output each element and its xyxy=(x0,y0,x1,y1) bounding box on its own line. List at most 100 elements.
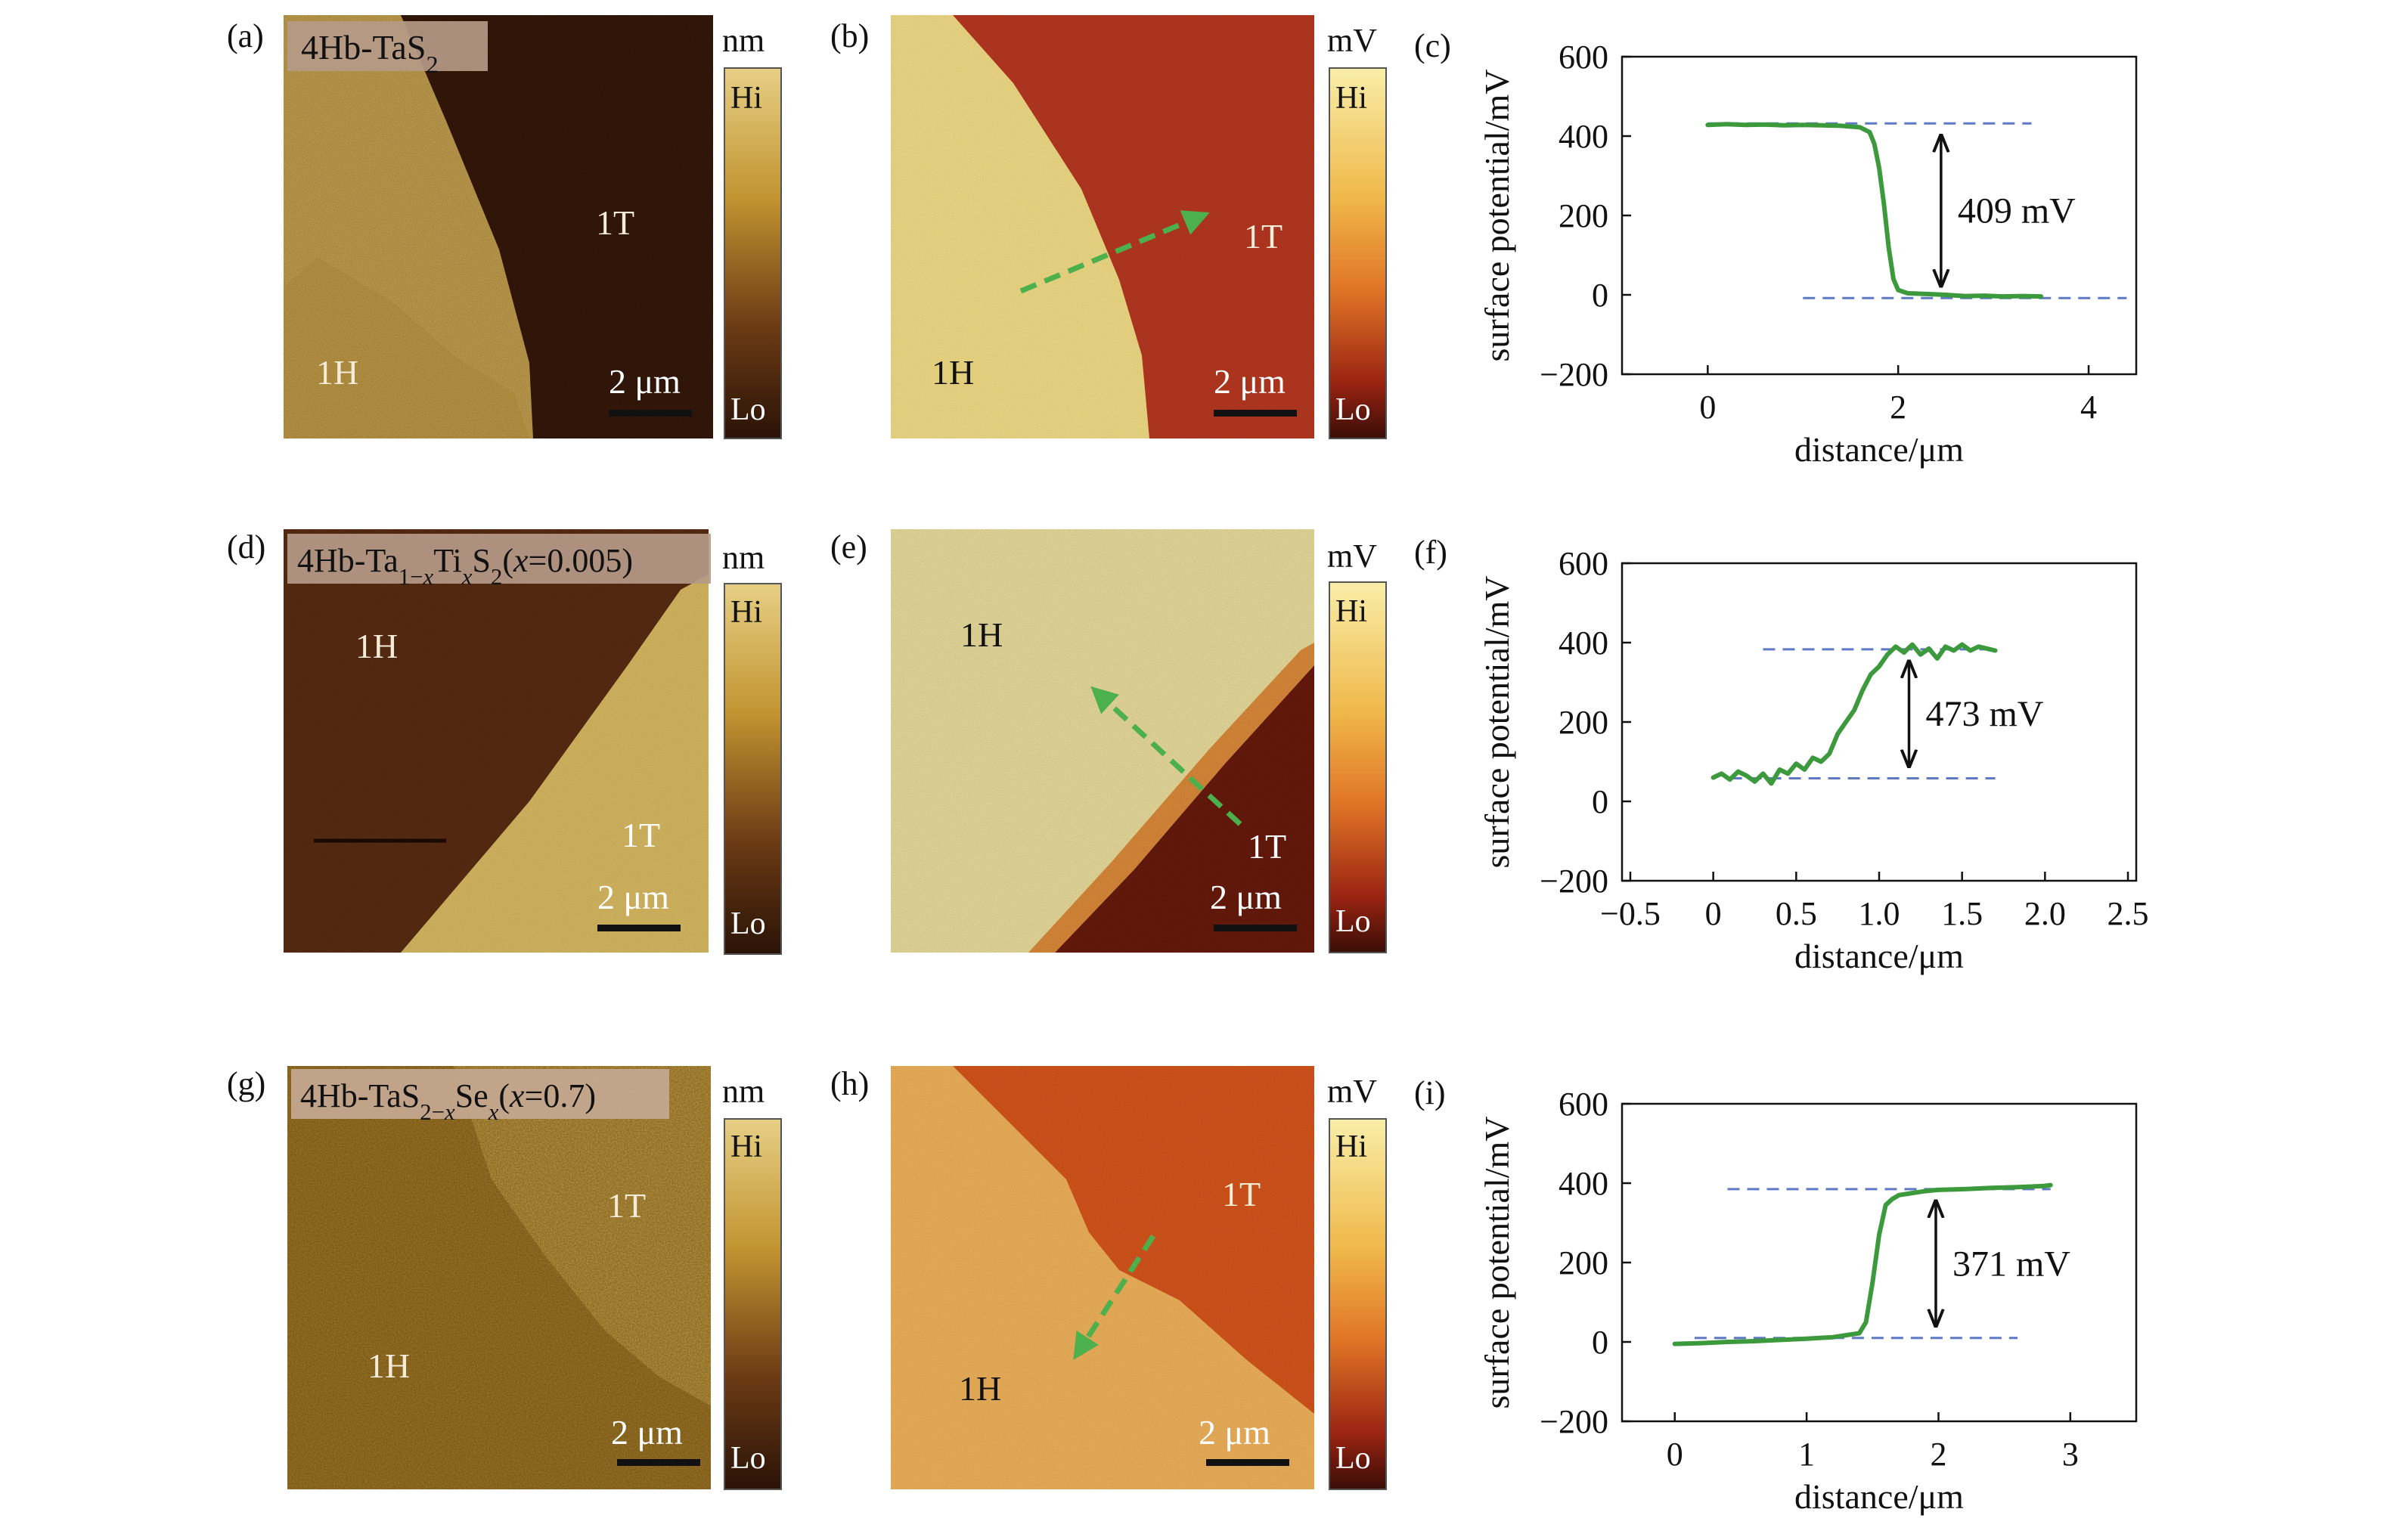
x-tick-label: 0.5 xyxy=(1776,895,1817,932)
scale-bar xyxy=(609,410,692,417)
colorbar-lo: Lo xyxy=(730,906,766,941)
scale-bar xyxy=(1214,925,1297,931)
y-tick-label: 600 xyxy=(1559,39,1608,76)
panel-b-kpfm: (b) 1T 1H 2 μm xyxy=(830,15,1314,438)
colorbar-lo: Lo xyxy=(730,1441,766,1476)
region-label-1H: 1H xyxy=(368,1346,410,1385)
colorbar-unit: mV xyxy=(1327,538,1377,575)
y-tick-label: 0 xyxy=(1592,277,1608,314)
colorbar-unit: mV xyxy=(1327,22,1377,59)
scan-direction-arrow xyxy=(1090,686,1242,826)
x-tick-label: −0.5 xyxy=(1600,895,1661,932)
colorbar-b: mV Hi Lo xyxy=(1327,22,1387,439)
panel-letter: (f) xyxy=(1414,534,1447,571)
panel-a-topography: (a) 4Hb-TaS2 1T 1H 2 μm xyxy=(227,15,713,438)
region-label-1T: 1T xyxy=(1244,217,1282,256)
x-tick-label: 0 xyxy=(1667,1436,1683,1473)
panel-letter-e: (e) xyxy=(830,528,867,565)
x-axis-label: distance/μm xyxy=(1794,1477,1964,1516)
colorbar-unit: nm xyxy=(722,1073,765,1110)
y-tick-label: −200 xyxy=(1540,1403,1608,1440)
region-label-1T: 1T xyxy=(607,1186,646,1225)
y-tick-label: 600 xyxy=(1559,1086,1608,1123)
colorbar-h: mV Hi Lo xyxy=(1327,1073,1387,1490)
y-axis-label: surface potential/mV xyxy=(1478,575,1516,868)
panel-letter-a: (a) xyxy=(227,17,264,54)
colorbar-hi: Hi xyxy=(1335,1129,1367,1164)
colorbar-d: nm Hi Lo xyxy=(722,539,782,955)
panel-letter-d: (d) xyxy=(227,528,265,565)
y-tick-label: 400 xyxy=(1559,1165,1608,1202)
panel-letter-b: (b) xyxy=(830,17,869,54)
x-tick-label: 1.0 xyxy=(1859,895,1900,932)
colorbar-hi: Hi xyxy=(1335,81,1367,116)
y-tick-label: 0 xyxy=(1592,783,1608,820)
y-tick-label: 200 xyxy=(1559,197,1608,234)
series-line xyxy=(1711,642,1998,786)
x-tick-label: 2 xyxy=(1890,389,1906,426)
colorbar-lo: Lo xyxy=(1335,392,1371,427)
scale-bar-label: 2 μm xyxy=(609,362,681,401)
colorbar-hi: Hi xyxy=(1335,594,1367,629)
plot-frame xyxy=(1621,562,2138,882)
region-label-1T: 1T xyxy=(1248,827,1286,866)
y-tick-label: 600 xyxy=(1559,545,1608,582)
region-label-1H: 1H xyxy=(959,1369,1001,1408)
panel-e-kpfm: (e) 1H 1T 2 μm xyxy=(830,528,1314,953)
scale-bar xyxy=(617,1459,700,1466)
x-tick-label: 2 xyxy=(1930,1436,1946,1473)
chart-f-surface-potential: (f) −200 0 200 400 600 −0.5 0 0.5 1.0 1.5 2.0 2.5 dis… xyxy=(1414,534,2149,975)
scan-direction-arrow xyxy=(1073,1235,1155,1360)
colorbar-lo: Lo xyxy=(1335,904,1371,939)
colorbar-lo: Lo xyxy=(1335,1441,1371,1476)
panel-g-topography: (g) 4Hb-TaS2−xSex(x=0.7) 1T 1H 2 μm xyxy=(227,1065,711,1489)
colorbar-g: nm Hi Lo xyxy=(722,1073,782,1490)
x-tick-label: 0 xyxy=(1705,895,1722,932)
colorbar-hi: Hi xyxy=(730,1129,762,1164)
scale-bar-label: 2 μm xyxy=(597,878,669,916)
y-tick-label: 400 xyxy=(1559,624,1608,662)
colorbar-unit: nm xyxy=(722,22,765,59)
y-tick-label: 400 xyxy=(1559,118,1608,155)
y-tick-label: 200 xyxy=(1559,1244,1608,1281)
difference-label: 409 mV xyxy=(1958,191,2076,231)
x-tick-label: 2.0 xyxy=(2024,895,2066,932)
chart-i-surface-potential: (i) −200 0 200 400 600 0 1 2 3 distance/μm surface … xyxy=(1414,1074,2138,1516)
scan-direction-arrow xyxy=(1019,210,1210,294)
series-line xyxy=(1705,122,2044,299)
y-tick-label: −200 xyxy=(1540,356,1608,393)
x-tick-label: 3 xyxy=(2062,1436,2079,1473)
y-tick-label: 200 xyxy=(1559,704,1608,741)
colorbar-a: nm Hi Lo xyxy=(722,22,782,439)
x-axis-label: distance/μm xyxy=(1794,937,1964,975)
region-label-1H: 1H xyxy=(316,353,358,392)
region-label-1T: 1T xyxy=(1222,1175,1261,1213)
x-axis-label: distance/μm xyxy=(1794,430,1964,469)
colorbar-hi: Hi xyxy=(730,595,762,630)
chart-c-surface-potential: (c) −200 0 200 400 600 0 2 4 distance/μm surface p… xyxy=(1414,27,2138,469)
scale-bar xyxy=(1214,410,1297,417)
panel-letter-g: (g) xyxy=(227,1065,265,1102)
scale-bar xyxy=(597,925,681,931)
scale-bar-label: 2 μm xyxy=(1199,1413,1270,1452)
colorbar-hi: Hi xyxy=(730,81,762,116)
scale-bar-label: 2 μm xyxy=(1210,878,1282,916)
x-tick-label: 4 xyxy=(2080,389,2097,426)
region-label-1T: 1T xyxy=(596,203,634,242)
region-label-1H: 1H xyxy=(960,615,1003,654)
y-tick-label: 0 xyxy=(1592,1324,1608,1361)
x-tick-label: 0 xyxy=(1699,389,1716,426)
scale-bar-label: 2 μm xyxy=(1214,362,1286,401)
panel-h-kpfm: (h) 1T 1H 2 μm xyxy=(830,1065,1314,1489)
colorbar-e: mV Hi Lo xyxy=(1327,538,1387,953)
y-tick-label: −200 xyxy=(1540,863,1608,900)
panel-letter: (c) xyxy=(1414,27,1451,64)
region-label-1H: 1H xyxy=(932,353,974,392)
x-tick-label: 1.5 xyxy=(1941,895,1983,932)
difference-label: 371 mV xyxy=(1952,1244,2070,1284)
region-label-1H: 1H xyxy=(355,627,398,665)
y-axis-label: surface potential/mV xyxy=(1478,69,1516,361)
y-axis-label: surface potential/mV xyxy=(1478,1116,1516,1408)
x-tick-label: 1 xyxy=(1798,1436,1815,1473)
